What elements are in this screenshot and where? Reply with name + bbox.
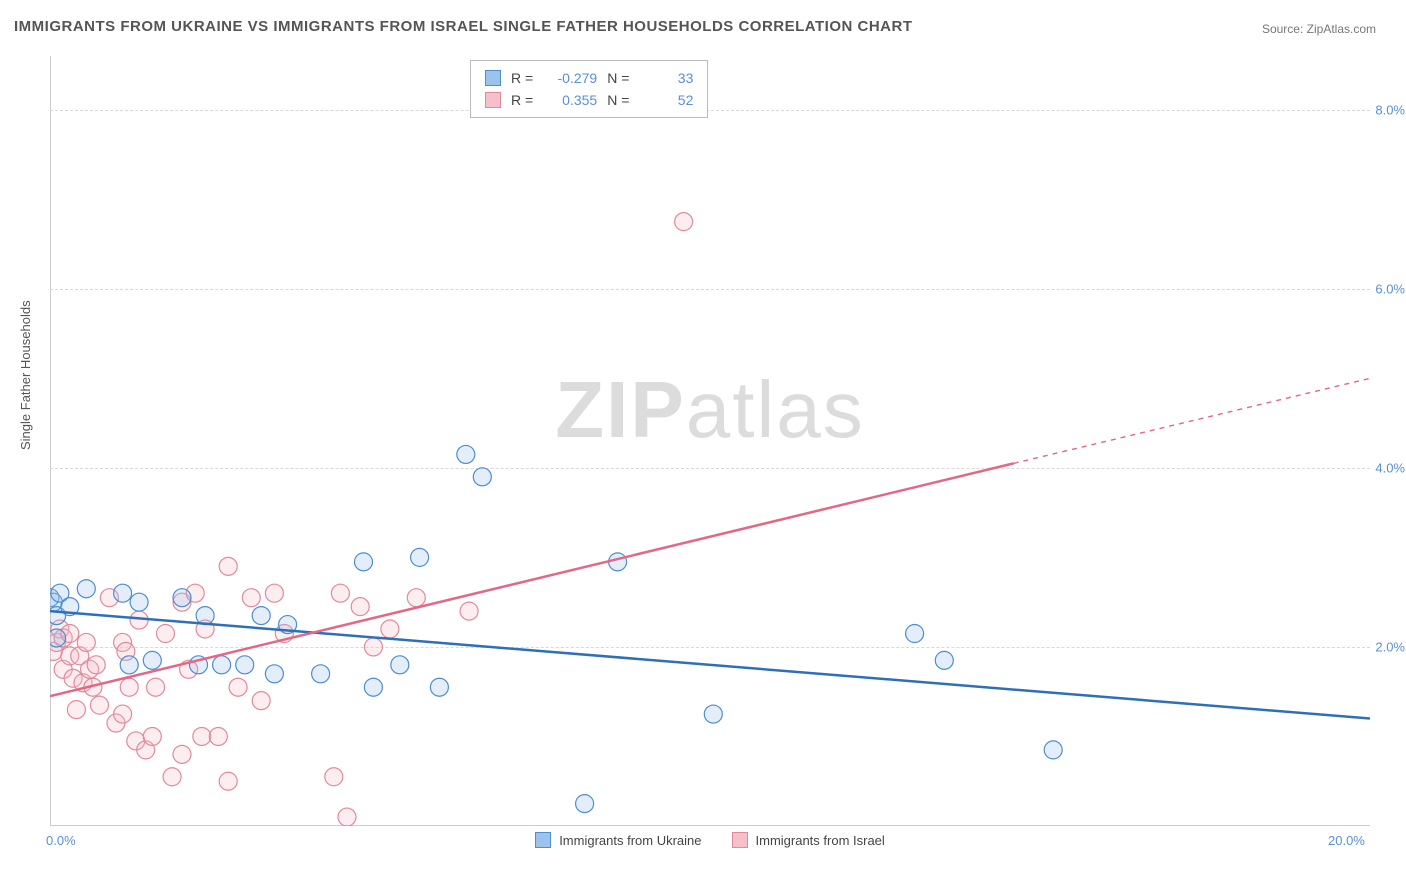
swatch-ukraine [535,832,551,848]
n-value-israel: 52 [639,89,693,111]
stats-row-israel: R = 0.355 N = 52 [485,89,693,111]
legend-item-israel: Immigrants from Israel [732,832,885,848]
scatter-svg [50,56,1370,826]
legend-item-ukraine: Immigrants from Ukraine [535,832,701,848]
source-label: Source: ZipAtlas.com [1262,22,1376,36]
swatch-israel [732,832,748,848]
y-axis-label: Single Father Households [18,300,33,450]
n-value-ukraine: 33 [639,67,693,89]
r-label: R = [511,67,533,89]
r-value-ukraine: -0.279 [543,67,597,89]
bottom-legend: Immigrants from Ukraine Immigrants from … [50,832,1370,848]
stats-legend: R = -0.279 N = 33 R = 0.355 N = 52 [470,60,708,118]
legend-label-israel: Immigrants from Israel [756,833,885,848]
r-value-israel: 0.355 [543,89,597,111]
chart-title: IMMIGRANTS FROM UKRAINE VS IMMIGRANTS FR… [14,18,913,35]
stats-row-ukraine: R = -0.279 N = 33 [485,67,693,89]
n-label: N = [607,89,629,111]
n-label: N = [607,67,629,89]
legend-label-ukraine: Immigrants from Ukraine [559,833,701,848]
plot-area: ZIPatlas 2.0%4.0%6.0%8.0% 0.0%20.0% R = … [50,56,1370,826]
swatch-israel [485,92,501,108]
r-label: R = [511,89,533,111]
swatch-ukraine [485,70,501,86]
